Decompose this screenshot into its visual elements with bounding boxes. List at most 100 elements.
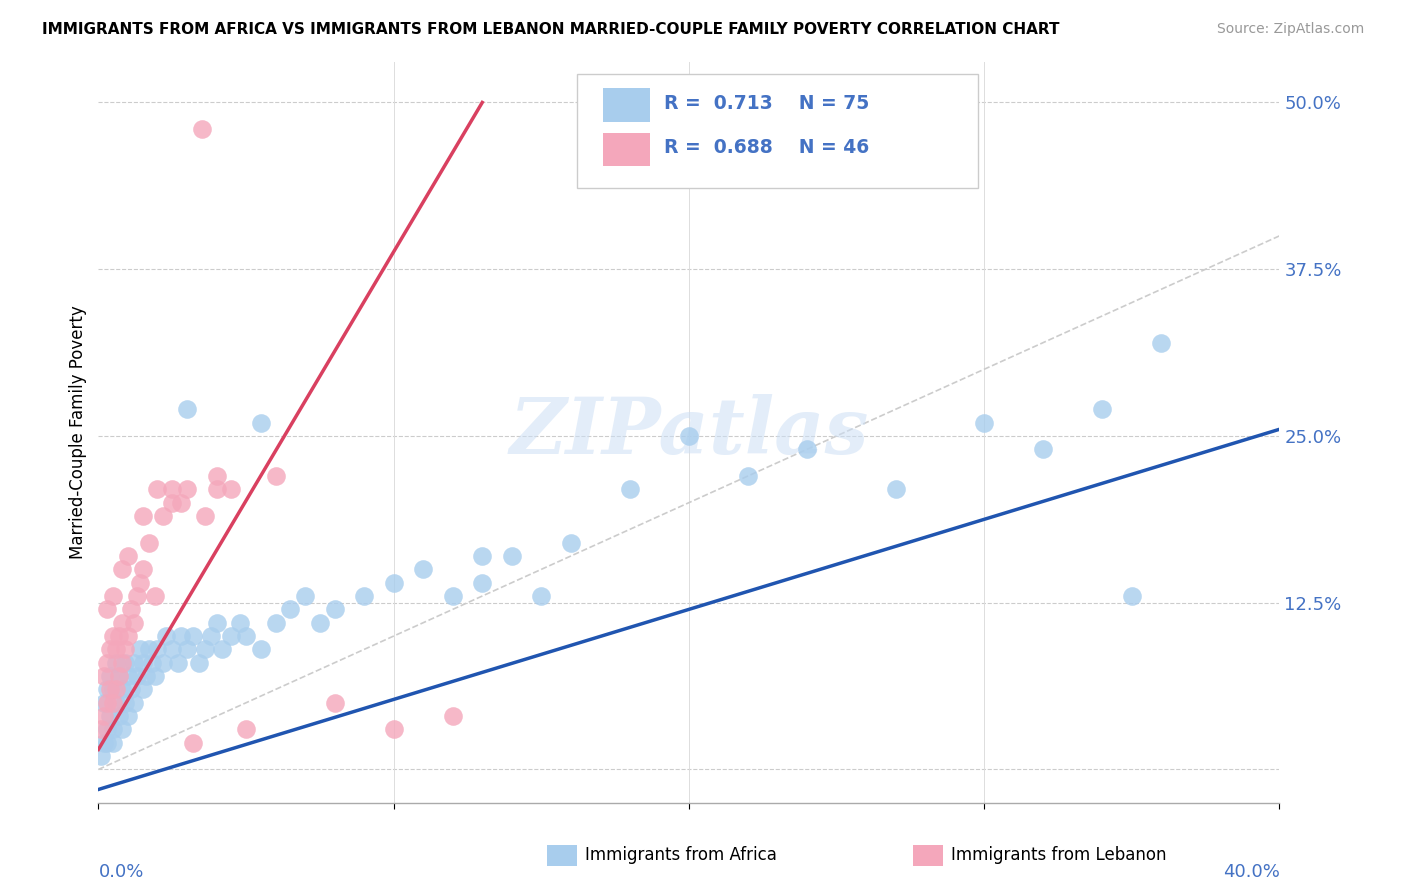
Point	[471, 575, 494, 590]
Bar	[914, 845, 943, 866]
Point	[98, 669, 121, 683]
Point	[103, 629, 125, 643]
Point	[138, 535, 160, 549]
Point	[114, 656, 136, 670]
Point	[152, 656, 174, 670]
Point	[211, 642, 233, 657]
Point	[737, 469, 759, 483]
Point	[152, 508, 174, 523]
Text: IMMIGRANTS FROM AFRICA VS IMMIGRANTS FROM LEBANON MARRIED-COUPLE FAMILY POVERTY : IMMIGRANTS FROM AFRICA VS IMMIGRANTS FRO…	[42, 22, 1060, 37]
Point	[96, 696, 118, 710]
Y-axis label: Married-Couple Family Poverty: Married-Couple Family Poverty	[69, 306, 87, 559]
Point	[108, 709, 131, 723]
Text: 40.0%: 40.0%	[1223, 863, 1279, 880]
Text: Immigrants from Africa: Immigrants from Africa	[585, 846, 778, 863]
Point	[108, 629, 131, 643]
Point	[143, 589, 166, 603]
Point	[132, 562, 155, 576]
Point	[93, 696, 115, 710]
Point	[103, 682, 125, 697]
Point	[105, 642, 128, 657]
Point	[105, 696, 128, 710]
Point	[93, 736, 115, 750]
Bar	[603, 133, 650, 166]
Point	[103, 736, 125, 750]
Point	[560, 535, 582, 549]
Point	[170, 496, 193, 510]
Point	[973, 416, 995, 430]
Point	[114, 642, 136, 657]
Point	[132, 508, 155, 523]
Point	[141, 656, 163, 670]
Point	[138, 642, 160, 657]
Point	[114, 696, 136, 710]
Point	[235, 723, 257, 737]
Point	[264, 615, 287, 630]
Point	[96, 656, 118, 670]
Point	[441, 709, 464, 723]
Point	[108, 669, 131, 683]
Point	[132, 656, 155, 670]
Point	[412, 562, 434, 576]
Point	[125, 669, 148, 683]
Point	[132, 682, 155, 697]
Point	[117, 669, 139, 683]
Point	[96, 602, 118, 616]
Point	[187, 656, 209, 670]
Point	[619, 483, 641, 497]
FancyBboxPatch shape	[576, 73, 979, 188]
Point	[98, 682, 121, 697]
Point	[135, 669, 157, 683]
Point	[146, 483, 169, 497]
Point	[117, 629, 139, 643]
Point	[191, 122, 214, 136]
Point	[221, 483, 243, 497]
Point	[353, 589, 375, 603]
Text: ZIPatlas: ZIPatlas	[509, 394, 869, 471]
Point	[200, 629, 222, 643]
Point	[90, 723, 112, 737]
Point	[162, 496, 183, 510]
Point	[96, 723, 118, 737]
Point	[205, 483, 228, 497]
Text: Immigrants from Lebanon: Immigrants from Lebanon	[950, 846, 1167, 863]
Text: R =  0.713    N = 75: R = 0.713 N = 75	[664, 94, 869, 112]
Point	[1150, 335, 1173, 350]
Text: R =  0.688    N = 46: R = 0.688 N = 46	[664, 138, 869, 157]
Point	[105, 682, 128, 697]
Point	[176, 402, 198, 417]
Point	[205, 469, 228, 483]
Point	[1032, 442, 1054, 457]
Bar	[547, 845, 576, 866]
Text: Source: ZipAtlas.com: Source: ZipAtlas.com	[1216, 22, 1364, 37]
Point	[181, 629, 204, 643]
Point	[678, 429, 700, 443]
Bar	[603, 88, 650, 121]
Point	[122, 656, 145, 670]
Point	[501, 549, 523, 563]
Point	[441, 589, 464, 603]
Point	[117, 709, 139, 723]
Point	[103, 696, 125, 710]
Point	[162, 483, 183, 497]
Point	[98, 642, 121, 657]
Point	[125, 589, 148, 603]
Point	[167, 656, 190, 670]
Point	[323, 696, 346, 710]
Point	[194, 642, 217, 657]
Point	[128, 575, 150, 590]
Point	[108, 669, 131, 683]
Point	[90, 749, 112, 764]
Text: 0.0%: 0.0%	[98, 863, 143, 880]
Point	[111, 656, 134, 670]
Point	[530, 589, 553, 603]
Point	[105, 656, 128, 670]
Point	[181, 736, 204, 750]
Point	[176, 483, 198, 497]
Point	[111, 562, 134, 576]
Point	[250, 642, 273, 657]
Point	[884, 483, 907, 497]
Point	[170, 629, 193, 643]
Point	[128, 642, 150, 657]
Point	[98, 709, 121, 723]
